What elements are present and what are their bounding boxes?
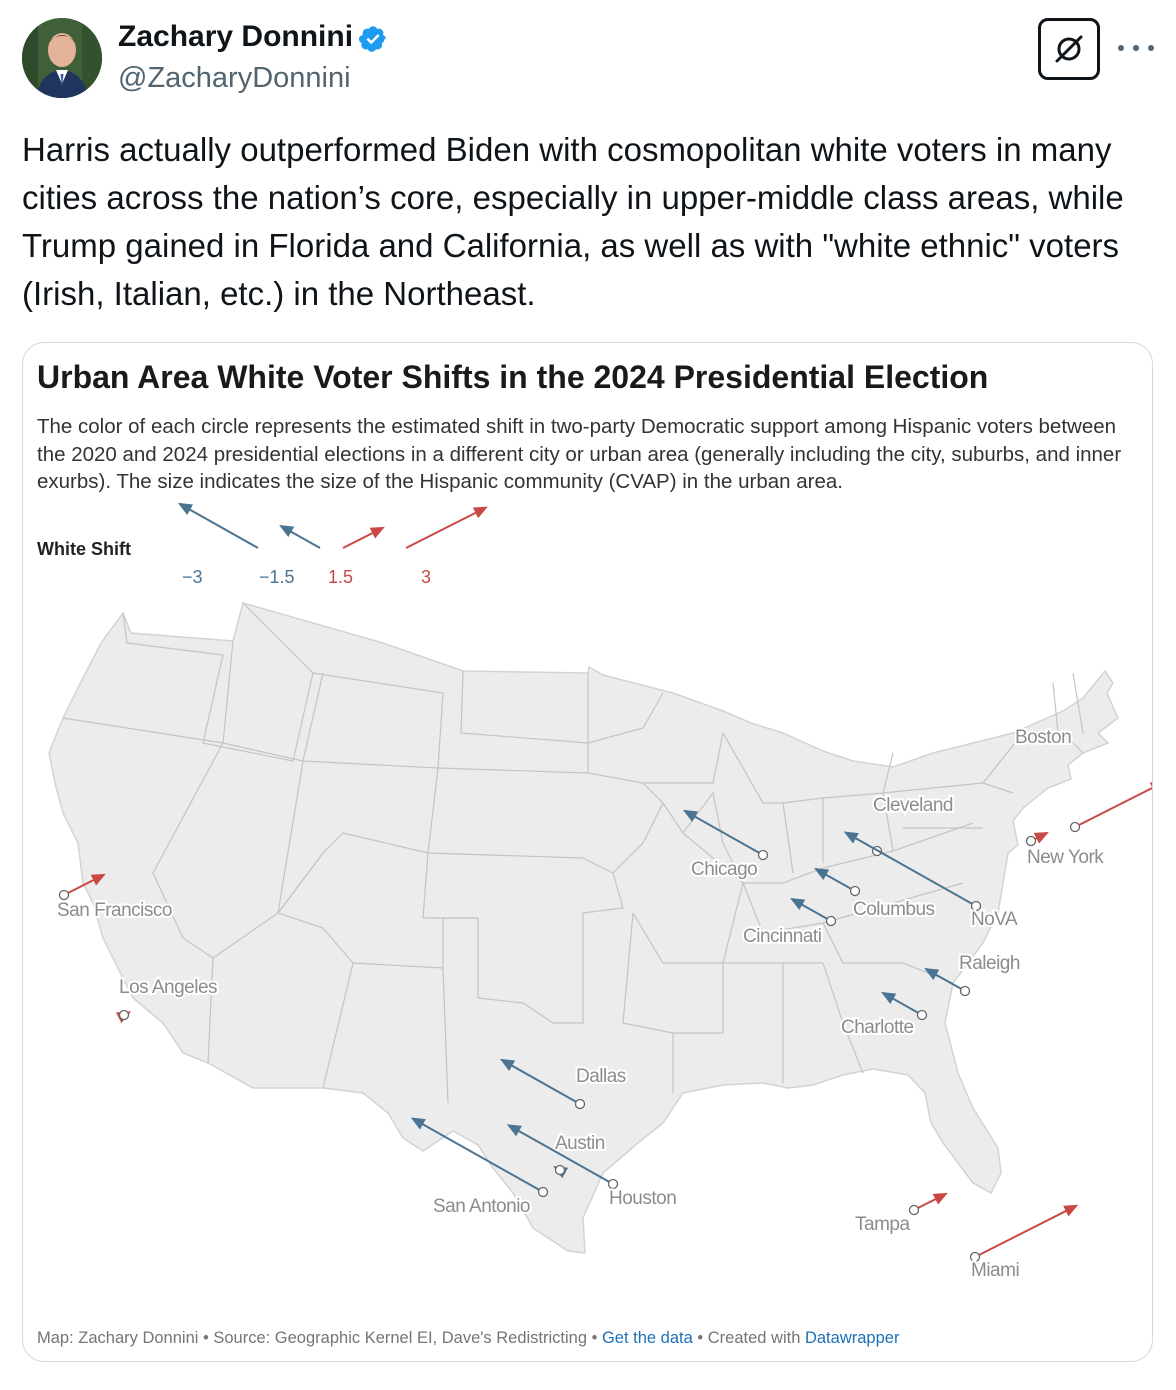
city-marker[interactable]: New York (1025, 831, 1107, 870)
shift-arrow (843, 831, 977, 907)
shift-arrow (499, 1058, 581, 1105)
author-name[interactable]: Zachary Donnini (118, 20, 354, 53)
city-marker[interactable]: NoVA (843, 831, 1021, 932)
city-marker[interactable]: Cleveland (871, 793, 956, 857)
city-label: Miami (971, 1260, 1019, 1281)
city-dot (825, 915, 837, 927)
state-borders (62, 602, 1084, 1104)
legend-title: White Shift (37, 539, 131, 559)
footer-credit: Map: Zachary Donnini • Source: Geographi… (37, 1329, 602, 1347)
city-dot (574, 1098, 586, 1110)
city-label: Austin (555, 1133, 605, 1154)
city-label: New York (1027, 847, 1104, 868)
grok-icon[interactable] (1038, 18, 1100, 80)
get-data-link[interactable]: Get the data (601, 1329, 693, 1347)
legend-label-neg3: −3 (182, 567, 203, 587)
shift-arrow (814, 867, 856, 892)
city-marker[interactable]: Miami (969, 1204, 1079, 1283)
shift-arrow (410, 1117, 544, 1193)
shift-arrow (881, 991, 923, 1016)
city-dot (607, 1178, 619, 1190)
city-label: Cincinnati (743, 926, 821, 947)
legend-label-3: 3 (421, 567, 432, 587)
city-label: Raleigh (959, 953, 1020, 974)
author-handle[interactable]: @ZacharyDonnini (118, 62, 351, 94)
legend-arrow (279, 524, 321, 549)
tweet-header: Zachary Donnini @ZacharyDonnini (22, 18, 1154, 104)
city-marker[interactable]: Columbus (814, 867, 937, 922)
city-dot (959, 985, 971, 997)
shift-arrow (63, 873, 106, 896)
legend-arrow (342, 526, 385, 549)
city-label: Charlotte (841, 1017, 914, 1038)
city-label: Dallas (576, 1066, 626, 1087)
city-label: Chicago (691, 859, 757, 880)
chart-title: Urban Area White Voter Shifts in the 202… (37, 359, 989, 395)
shift-arrow (924, 967, 966, 992)
datawrapper-link[interactable]: Datawrapper (804, 1329, 900, 1347)
shift-arrow (1074, 781, 1152, 828)
city-marker[interactable]: Cincinnati (741, 897, 837, 949)
chart-description: The color of each circle represents the … (37, 415, 1122, 493)
legend-arrow (177, 502, 259, 549)
city-label: Houston (609, 1188, 676, 1209)
city-marker[interactable]: Charlotte (839, 991, 928, 1040)
city-dot (1025, 835, 1037, 847)
city-label: San Antonio (433, 1196, 530, 1217)
city-marker[interactable]: Dallas (499, 1058, 628, 1110)
city-dot (1069, 821, 1081, 833)
city-dot (970, 900, 982, 912)
chart-card[interactable]: Urban Area White Voter Shifts in the 202… (22, 342, 1153, 1362)
city-dot (916, 1009, 928, 1021)
legend-arrows (177, 502, 488, 549)
shift-arrow (913, 1192, 948, 1211)
city-label: Columbus (853, 899, 935, 920)
tweet-text: Harris actually outperformed Biden with … (22, 131, 1124, 312)
city-marker[interactable]: San Antonio (410, 1117, 549, 1219)
city-marker[interactable]: Chicago (682, 809, 769, 882)
city-marker[interactable]: Austin (553, 1131, 607, 1179)
city-dot (118, 1009, 130, 1021)
legend-arrow (405, 506, 488, 549)
city-marker[interactable]: Los Angeles (115, 975, 220, 1024)
shift-arrow (506, 1124, 614, 1185)
city-label: San Francisco (57, 900, 172, 921)
city-dot (757, 849, 769, 861)
legend-label-1-5: 1.5 (328, 567, 354, 587)
more-icon[interactable] (1118, 36, 1154, 60)
avatar[interactable] (22, 18, 102, 98)
city-marker[interactable]: Raleigh (924, 951, 1022, 997)
city-label: Tampa (855, 1214, 910, 1235)
city-dot (58, 889, 70, 901)
city-marker[interactable]: Boston (1013, 725, 1153, 833)
city-label: Los Angeles (119, 977, 217, 998)
legend-label-neg1-5: −1.5 (259, 567, 295, 587)
city-dot (537, 1186, 549, 1198)
footer-mid: • Created with (692, 1329, 805, 1347)
us-map[interactable]: Boston Cleveland New York Chicago Columbus No… (23, 583, 1153, 1323)
city-dot (554, 1164, 566, 1176)
city-dot (908, 1204, 920, 1216)
city-label: Boston (1015, 727, 1071, 748)
city-marker[interactable]: San Francisco (55, 873, 174, 923)
verified-badge-icon (358, 26, 386, 52)
city-dot (849, 885, 861, 897)
city-marker[interactable]: Houston (506, 1124, 679, 1211)
shift-arrow (974, 1204, 1079, 1258)
city-label: Cleveland (873, 795, 953, 816)
chart-footer: Map: Zachary Donnini • Source: Geographi… (37, 1329, 899, 1348)
city-marker[interactable]: Tampa (853, 1192, 948, 1237)
shift-arrow (790, 897, 832, 922)
city-dot (969, 1251, 981, 1263)
shift-arrow (682, 809, 764, 856)
city-label: NoVA (971, 909, 1018, 930)
